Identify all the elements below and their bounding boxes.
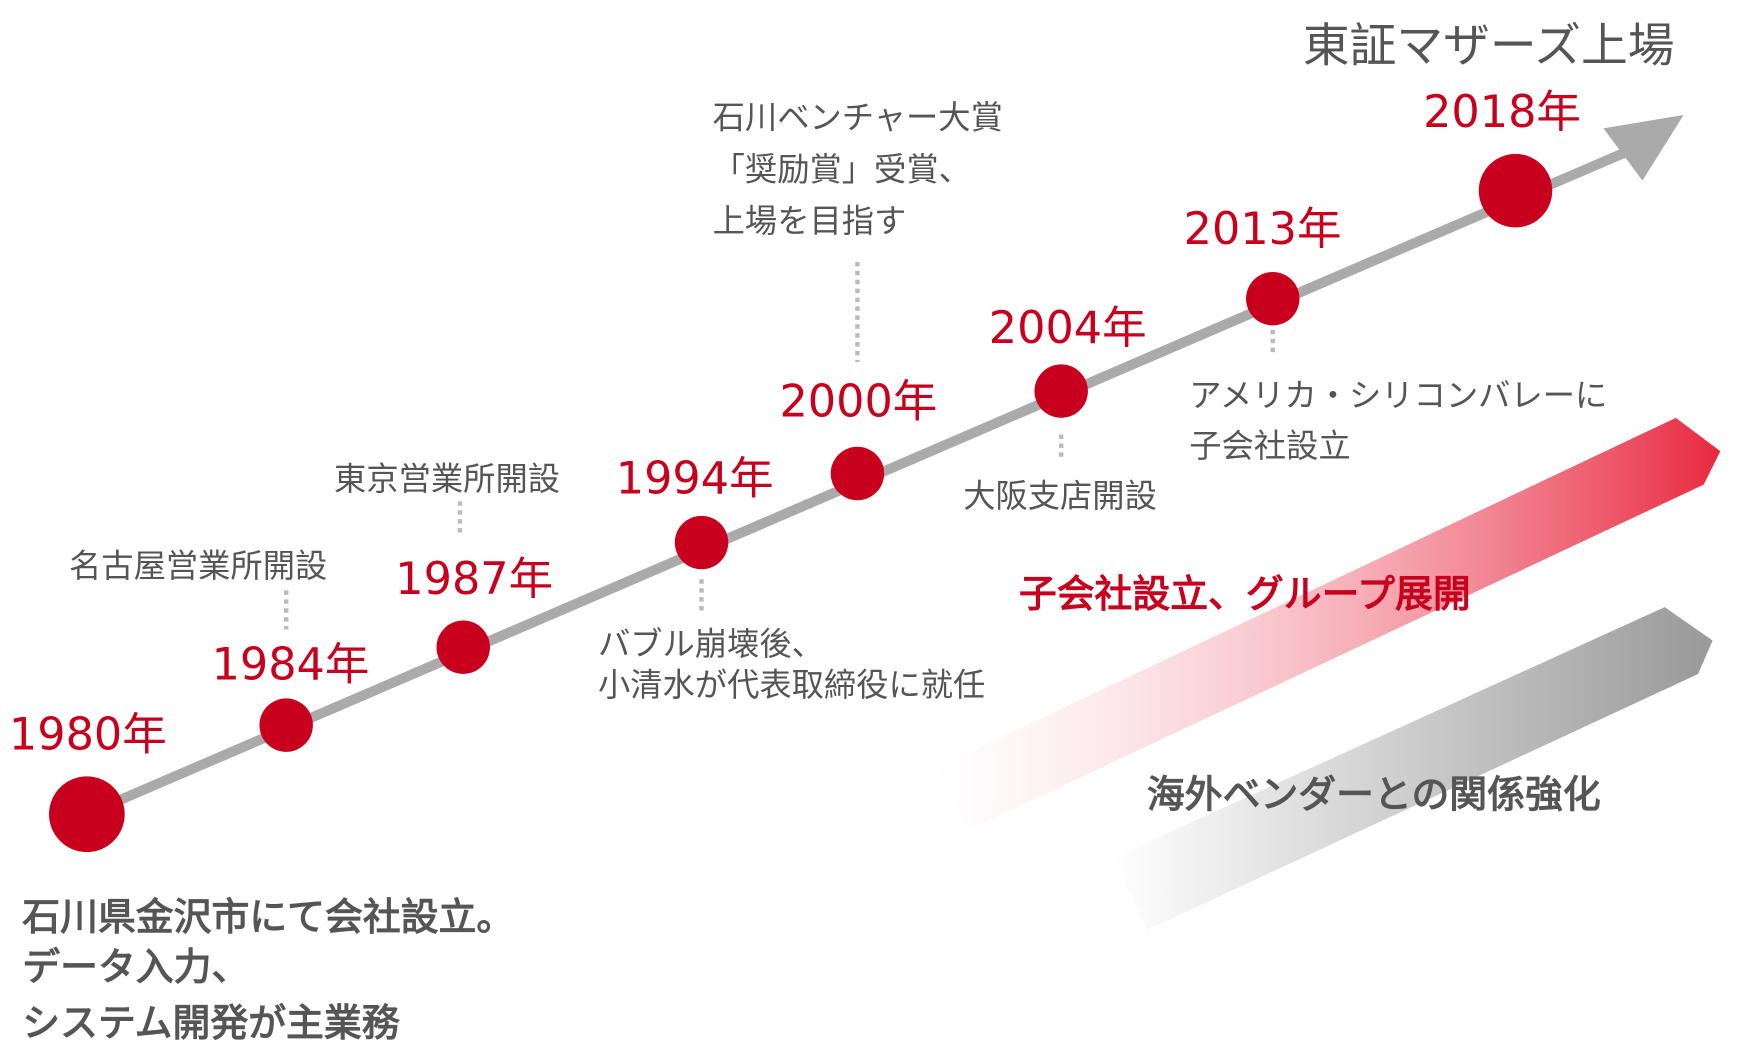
- note: アメリカ・シリコンバレーに: [1189, 377, 1607, 415]
- year-label: 2000年: [779, 376, 937, 428]
- note: 大阪支店開設: [963, 477, 1157, 515]
- milestones: [48, 153, 1553, 853]
- year-label: 1994年: [616, 453, 774, 505]
- note: 名古屋営業所開設: [69, 547, 327, 585]
- founding-note: システム開発が主業務: [22, 1001, 400, 1045]
- note: 子会社設立: [1189, 427, 1350, 465]
- year-label: 1984年: [212, 639, 370, 691]
- milestone: [1246, 271, 1300, 326]
- founding-note: データ入力、: [22, 945, 249, 989]
- note: 「奨励賞」受賞、: [713, 151, 971, 189]
- milestone: [1478, 153, 1553, 228]
- note: 東京営業所開設: [334, 460, 560, 498]
- year-label: 1987年: [395, 553, 553, 605]
- title: 東証マザーズ上場: [1303, 20, 1675, 74]
- year-label: 2004年: [989, 302, 1147, 354]
- arrow-head: [1603, 114, 1684, 181]
- milestone: [436, 620, 490, 674]
- founding-note: 石川県金沢市にて会社設立。: [21, 895, 514, 939]
- year-label: 1980年: [9, 709, 167, 761]
- milestone: [259, 698, 313, 752]
- note: 小清水が代表取締役に就任: [598, 666, 985, 704]
- band-label: 海外ベンダーとの関係強化: [1147, 773, 1601, 817]
- note: 石川ベンチャー大賞: [713, 98, 1003, 136]
- milestone: [830, 446, 885, 501]
- milestone: [48, 776, 125, 853]
- note: バブル崩壊後、: [598, 625, 824, 663]
- band-label: 子会社設立、グループ展開: [1019, 572, 1471, 616]
- milestone: [1034, 364, 1088, 418]
- connectors: [283, 261, 1275, 630]
- year-label: 2013年: [1184, 203, 1342, 255]
- red-band: [935, 417, 1721, 830]
- year-label: 2018年: [1423, 86, 1581, 138]
- note: 上場を目指す: [713, 202, 907, 240]
- gray-band: [1113, 607, 1713, 931]
- milestone: [674, 515, 729, 570]
